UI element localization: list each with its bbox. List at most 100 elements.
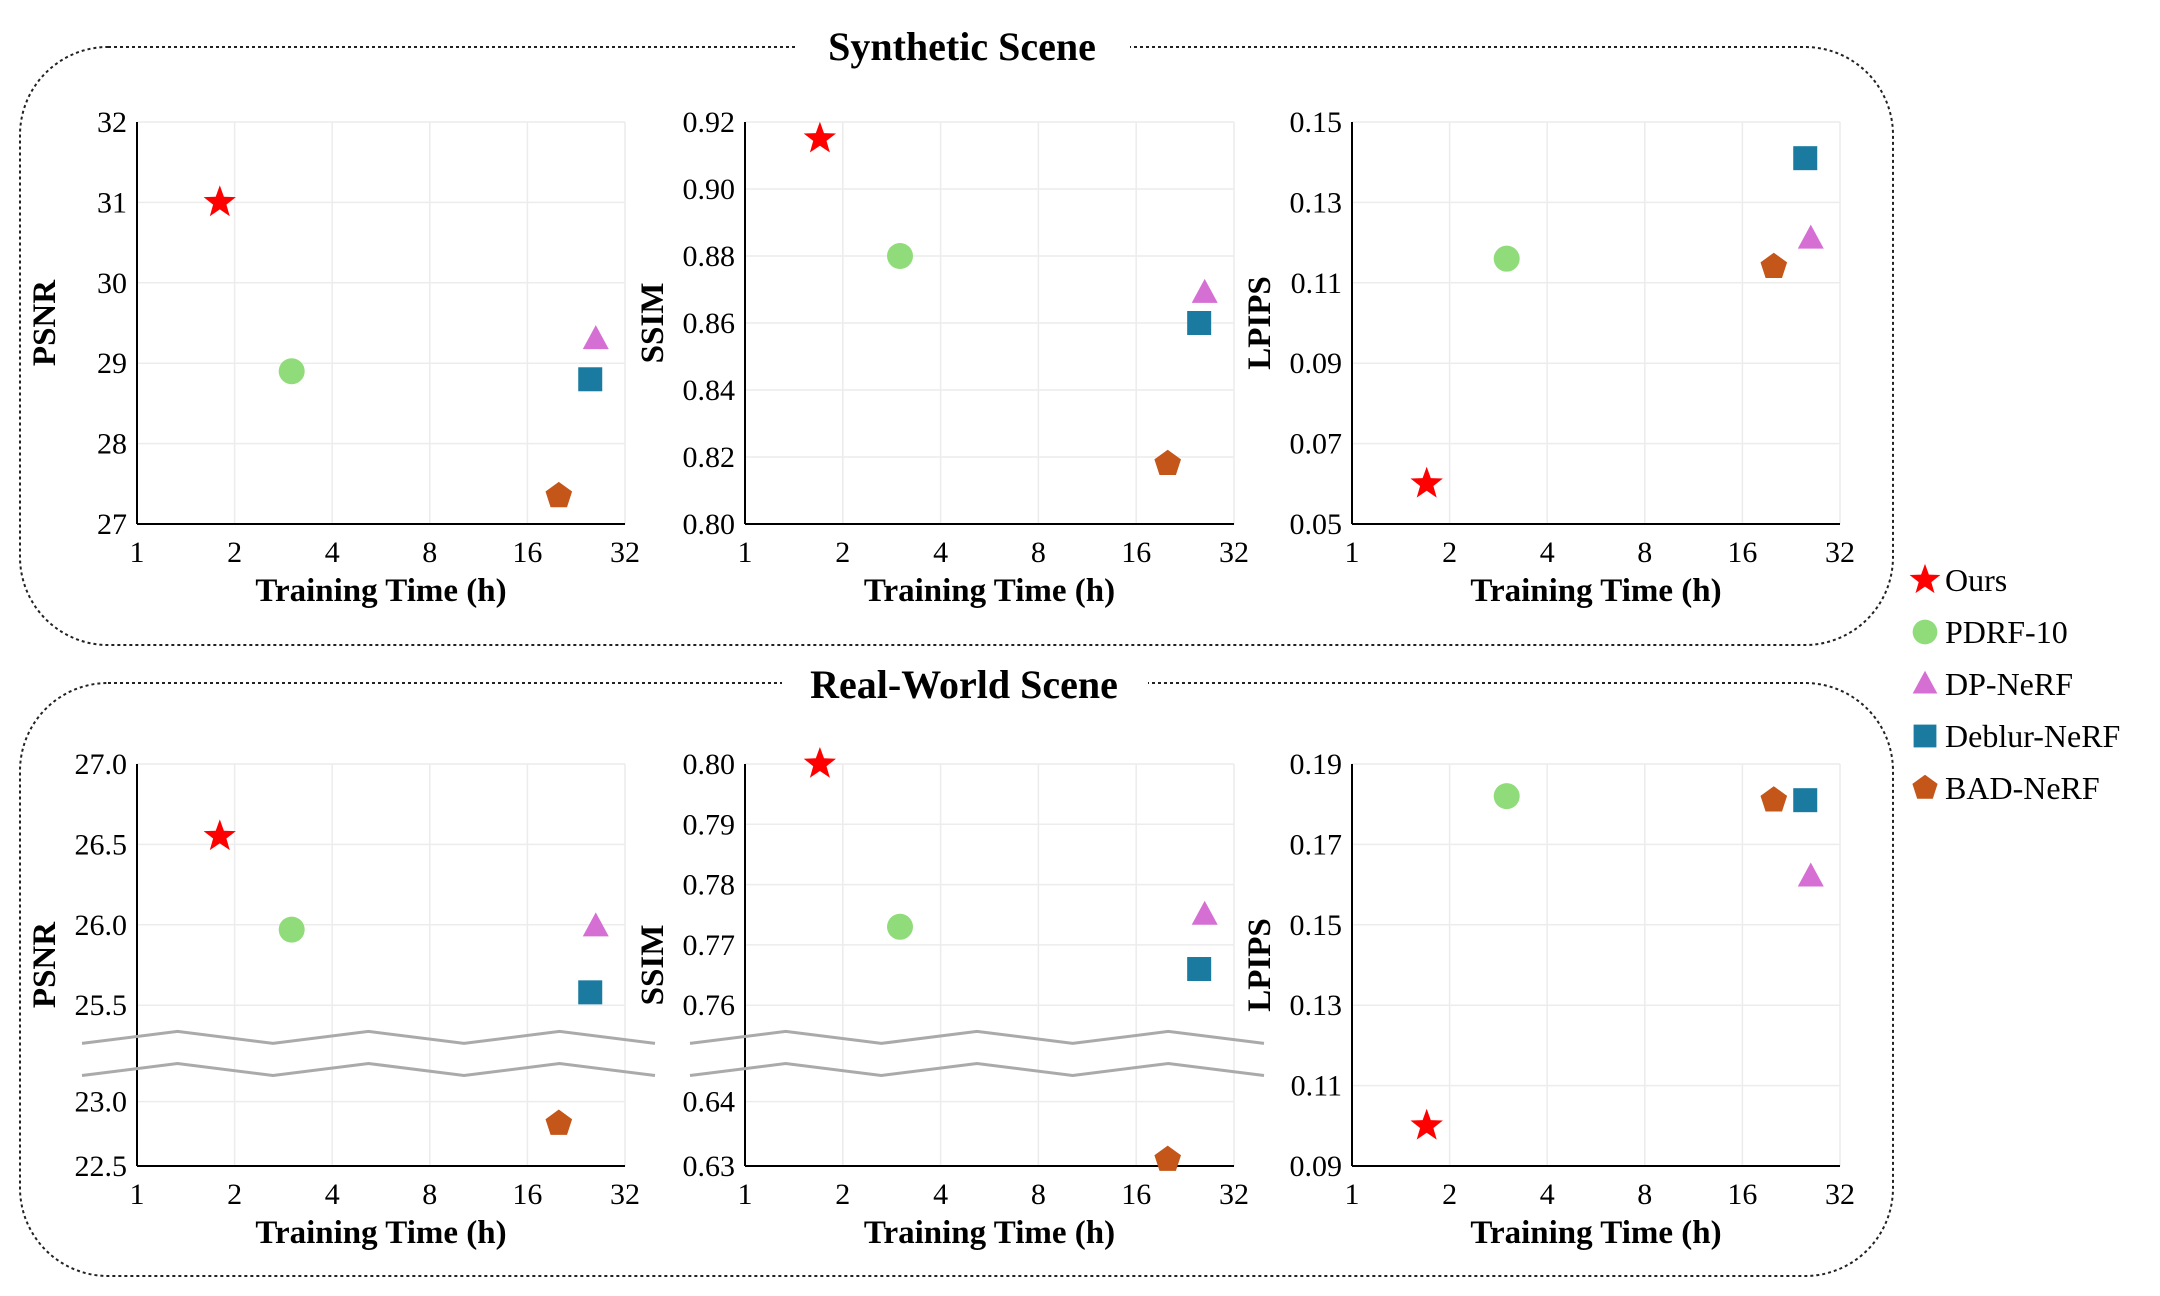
point-deblur-nerf (1187, 311, 1212, 335)
legend-marker-star (1909, 563, 1941, 594)
point-dp-nerf (1191, 278, 1218, 303)
x-tick-label: 2 (835, 536, 850, 569)
x-tick-label: 16 (1121, 536, 1151, 569)
legend-item-deblur-nerf: Deblur-NeRF (1913, 718, 2120, 754)
y-tick-label: 0.92 (683, 106, 736, 139)
y-tick-label: 30 (97, 267, 127, 300)
synthetic-title-mask (798, 20, 1130, 75)
legend-marker-pentagon (1912, 774, 1938, 799)
y-tick-label: 27.0 (75, 748, 128, 781)
y-tick-label: 29 (97, 347, 127, 380)
x-tick-label: 4 (325, 536, 340, 569)
y-tick-label: 27 (97, 508, 127, 541)
real-world-title-mask (782, 656, 1148, 711)
x-axis-label: Training Time (h) (1470, 1215, 1721, 1251)
x-tick-label: 8 (1637, 536, 1652, 569)
x-tick-label: 16 (1121, 1178, 1151, 1211)
point-pdrf-10 (278, 358, 305, 385)
x-tick-label: 8 (1637, 1178, 1652, 1211)
y-tick-label: 26.0 (75, 909, 128, 942)
point-pdrf-10 (887, 243, 914, 269)
legend-item-bad-nerf: BAD-NeRF (1912, 770, 2100, 806)
y-tick-label: 0.15 (1290, 909, 1343, 942)
y-tick-label: 0.64 (683, 1086, 736, 1119)
y-tick-label: 0.79 (683, 808, 736, 841)
point-deblur-nerf (1793, 146, 1818, 171)
synthetic-scene-title: Synthetic Scene (828, 24, 1096, 69)
x-tick-label: 32 (610, 536, 640, 569)
y-axis-label: LPIPS (1242, 276, 1278, 370)
x-tick-label: 4 (933, 1178, 948, 1211)
y-tick-label: 0.15 (1290, 106, 1343, 139)
x-tick-label: 1 (1345, 536, 1360, 569)
point-bad-nerf (1760, 252, 1788, 278)
point-dp-nerf (1797, 224, 1824, 249)
legend-item-ours: Ours (1909, 562, 2007, 598)
y-axis-label: SSIM (635, 283, 671, 364)
point-deblur-nerf (578, 980, 603, 1005)
y-axis-label: SSIM (635, 925, 671, 1006)
chart-2: 1 2 4 8 16 32 0.80 0.82 0.84 0.86 0.88 0.90 0.92 Trai… (635, 106, 1249, 609)
axis-break-line (81, 1029, 656, 1045)
x-tick-label: 16 (1727, 536, 1757, 569)
y-tick-label: 0.88 (683, 240, 736, 273)
x-tick-label: 2 (1442, 536, 1457, 569)
x-tick-label: 32 (1825, 536, 1855, 569)
x-tick-label: 1 (130, 536, 145, 569)
point-dp-nerf (1191, 900, 1218, 925)
x-tick-label: 1 (738, 536, 753, 569)
point-pdrf-10 (1493, 783, 1520, 810)
point-pdrf-10 (887, 913, 914, 940)
x-tick-label: 32 (1219, 536, 1249, 569)
legend-marker-circle (1912, 619, 1938, 645)
chart-4: 1 2 4 8 16 32 22.5 23.0 25.5 26.0 26.5 27.0 Training… (27, 748, 656, 1251)
legend-item-dp-nerf: DP-NeRF (1912, 666, 2073, 702)
x-tick-label: 8 (422, 1178, 437, 1211)
x-tick-label: 32 (1825, 1178, 1855, 1211)
x-tick-label: 16 (512, 536, 542, 569)
y-tick-label: 0.11 (1291, 1070, 1342, 1103)
point-bad-nerf (545, 1109, 573, 1135)
chart-6: 1 2 4 8 16 32 0.09 0.11 0.13 0.15 0.17 0.19 Training… (1242, 748, 1855, 1251)
chart-3: 1 2 4 8 16 32 0.05 0.07 0.09 0.11 0.13 0.15 Training… (1242, 106, 1855, 609)
y-tick-label: 0.09 (1290, 1150, 1343, 1183)
y-tick-label: 0.80 (683, 508, 736, 541)
y-tick-label: 0.09 (1290, 347, 1343, 380)
y-tick-label: 0.78 (683, 869, 736, 902)
y-tick-label: 25.5 (75, 989, 128, 1022)
y-tick-label: 0.13 (1290, 186, 1343, 219)
legend-label: Ours (1945, 562, 2007, 598)
legend-label: PDRF-10 (1945, 614, 2068, 650)
y-axis-label: PSNR (27, 921, 63, 1008)
real-world-scene-frame (19, 682, 1894, 1277)
chart-5: 1 2 4 8 16 32 0.63 0.64 0.76 0.77 0.78 0.79 0.80 Trai… (635, 747, 1265, 1251)
x-tick-label: 4 (1540, 536, 1555, 569)
y-tick-label: 0.76 (683, 989, 736, 1022)
legend-label: BAD-NeRF (1945, 770, 2100, 806)
y-tick-label: 0.90 (683, 173, 736, 206)
x-tick-label: 2 (227, 1178, 242, 1211)
x-tick-label: 4 (325, 1178, 340, 1211)
y-tick-label: 0.84 (683, 374, 736, 407)
x-axis-label: Training Time (h) (1470, 573, 1721, 609)
y-tick-label: 0.63 (683, 1150, 736, 1183)
point-pdrf-10 (1493, 245, 1520, 272)
x-tick-label: 2 (835, 1178, 850, 1211)
x-axis-label: Training Time (h) (255, 573, 506, 609)
point-deblur-nerf (578, 367, 603, 392)
legend-label: DP-NeRF (1945, 666, 2073, 702)
y-tick-label: 0.19 (1290, 748, 1343, 781)
x-tick-label: 2 (227, 536, 242, 569)
y-tick-label: 23.0 (75, 1086, 128, 1119)
x-axis-label: Training Time (h) (864, 573, 1115, 609)
y-axis-label: PSNR (27, 279, 63, 366)
y-tick-label: 0.05 (1290, 508, 1343, 541)
chart-1: 1 2 4 8 16 32 27 28 29 30 31 32 Training Time (h) PSN… (27, 106, 640, 609)
x-axis-label: Training Time (h) (864, 1215, 1115, 1251)
grid (1351, 763, 1841, 1167)
y-tick-label: 0.86 (683, 307, 736, 340)
point-ours (203, 185, 236, 217)
legend: Ours PDRF-10 DP-NeRF Deblur-NeRF BAD-NeRF (1909, 562, 2120, 806)
x-tick-label: 2 (1442, 1178, 1457, 1211)
